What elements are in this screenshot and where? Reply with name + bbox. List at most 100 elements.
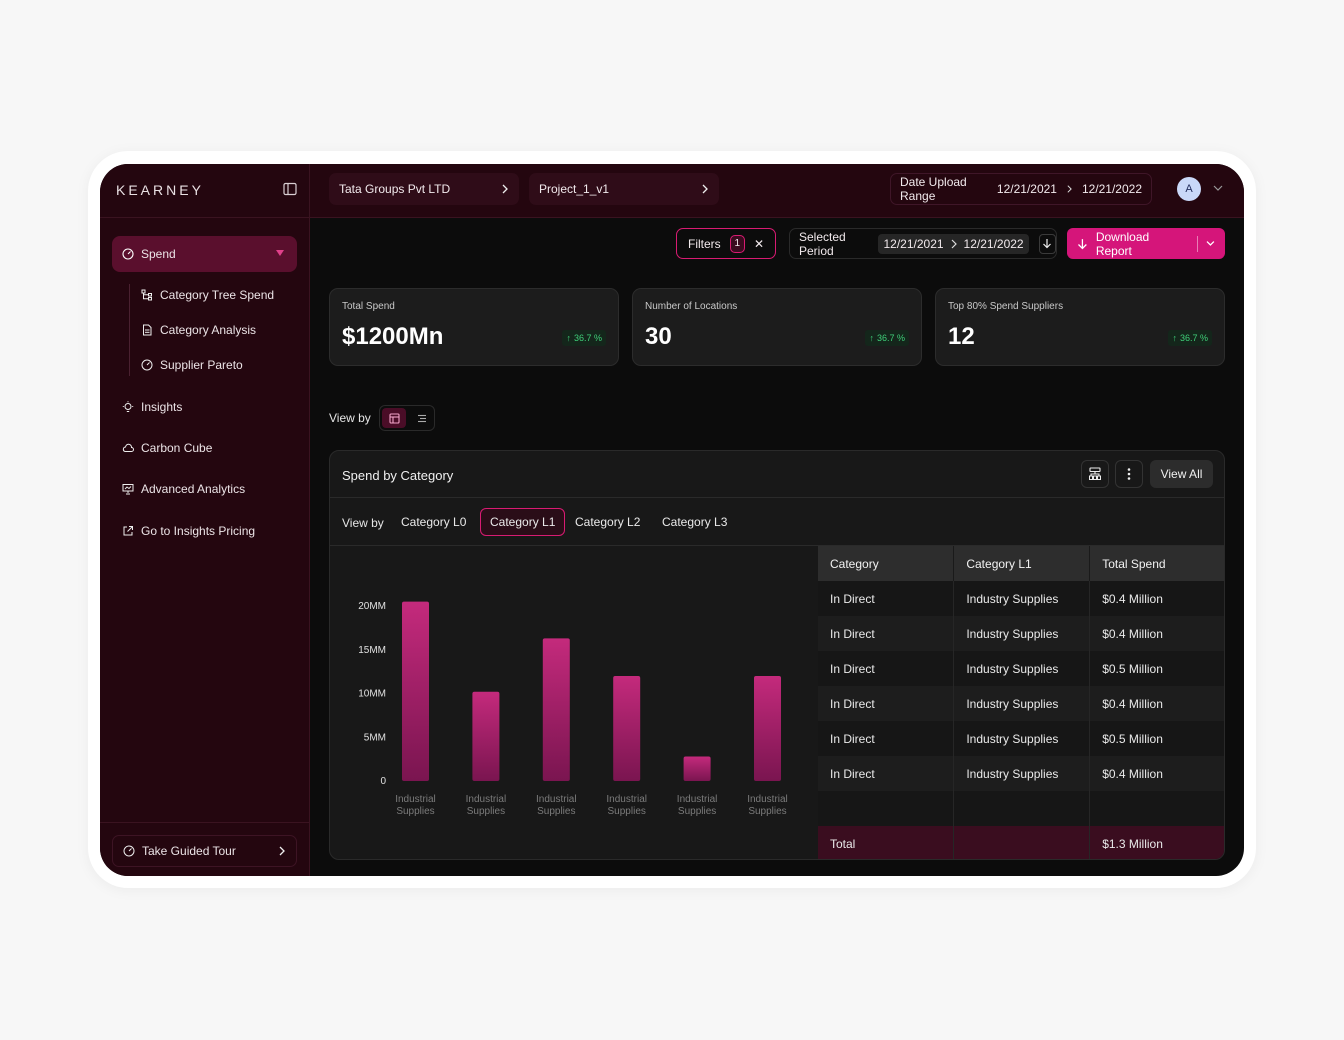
sidebar-item-supplier-pareto[interactable]: Supplier Pareto [141, 358, 243, 372]
table-row-empty [818, 791, 1224, 826]
table-row[interactable]: In Direct Industry Supplies $0.4 Million [818, 581, 1224, 616]
sidebar-item-insights-pricing[interactable]: Go to Insights Pricing [122, 522, 255, 540]
table-row[interactable]: In Direct Industry Supplies $0.4 Million [818, 756, 1224, 791]
table-view-button[interactable] [382, 408, 406, 428]
download-report-button[interactable]: Download Report [1067, 228, 1225, 259]
chevron-right-icon [1067, 185, 1072, 193]
x-tick-label: Industrial [395, 794, 436, 805]
lightbulb-icon [122, 401, 134, 412]
arrow-down-icon [1043, 239, 1052, 249]
chart-bar[interactable] [683, 756, 711, 782]
project-name: Project_1_v1 [539, 182, 610, 196]
chevron-right-icon [702, 184, 708, 194]
sidebar-item-label: Supplier Pareto [160, 358, 243, 372]
stat-card-locations: Number of Locations 30 ↑ 36.7 % [632, 288, 922, 366]
trend-badge: ↑ 36.7 % [562, 330, 606, 346]
column-header[interactable]: Category [818, 546, 955, 581]
divider [330, 497, 1224, 498]
stat-label: Total Spend [342, 301, 395, 312]
tab-category-l1[interactable]: Category L1 [480, 508, 566, 536]
hierarchy-button[interactable] [1081, 460, 1109, 488]
trend-badge: ↑ 36.7 % [865, 330, 909, 346]
arrow-up-icon: ↑ [1172, 333, 1177, 343]
tab-category-l0[interactable]: Category L0 [401, 515, 467, 529]
stat-label: Top 80% Spend Suppliers [948, 301, 1064, 312]
chevron-down-icon[interactable] [276, 250, 284, 256]
list-icon [418, 414, 426, 422]
sidebar-item-category-tree-spend[interactable]: Category Tree Spend [141, 288, 274, 302]
divider [330, 545, 1224, 546]
column-header[interactable]: Category L1 [953, 546, 1091, 581]
chart-bar[interactable] [754, 676, 781, 781]
table-row[interactable]: In Direct Industry Supplies $0.5 Million [818, 651, 1224, 686]
sidebar-item-label: Carbon Cube [141, 441, 213, 455]
table-row[interactable]: In Direct Industry Supplies $0.4 Million [818, 686, 1224, 721]
table-cell: Industry Supplies [953, 581, 1091, 616]
chevron-down-icon[interactable] [1213, 184, 1223, 192]
table-cell: $0.4 Million [1089, 616, 1224, 651]
sidebar-item-carbon-cube[interactable]: Carbon Cube [122, 439, 212, 457]
chevron-right-icon [279, 846, 285, 856]
sidebar-item-insights[interactable]: Insights [122, 398, 182, 416]
tree-connector [129, 284, 130, 376]
project-selector[interactable]: Project_1_v1 [529, 173, 719, 205]
total-label: Total [818, 826, 955, 859]
selected-period[interactable]: Selected Period 12/21/2021 12/21/2022 [789, 228, 1057, 259]
table-cell: Industry Supplies [953, 721, 1091, 756]
table-cell: In Direct [818, 616, 955, 651]
chart-bar[interactable] [542, 638, 570, 781]
table-total-row: Total $1.3 Million [818, 826, 1224, 859]
x-tick-label: Industrial [466, 794, 507, 805]
chevron-down-icon[interactable] [1206, 240, 1215, 247]
x-tick-label: Supplies [748, 806, 786, 817]
y-tick-label: 20MM [358, 601, 386, 612]
spend-table: Category Category L1 Total Spend In Dire… [818, 546, 1224, 859]
stat-label: Number of Locations [645, 301, 738, 312]
y-tick-label: 10MM [358, 689, 386, 700]
more-options-button[interactable] [1115, 460, 1143, 488]
tab-category-l3[interactable]: Category L3 [662, 515, 728, 529]
sidebar-item-category-analysis[interactable]: Category Analysis [141, 323, 256, 337]
sidebar-toggle-icon[interactable] [283, 182, 297, 196]
divider [1197, 235, 1199, 252]
kearney-logo: KEARNEY [116, 182, 204, 198]
view-by-label: View by [329, 411, 371, 425]
stat-value: $1200Mn [342, 323, 444, 350]
table-cell: In Direct [818, 581, 955, 616]
selected-period-label: Selected Period [799, 229, 846, 258]
table-cell: Industry Supplies [953, 686, 1091, 721]
view-all-button[interactable]: View All [1150, 460, 1213, 488]
sidebar-item-advanced-analytics[interactable]: Advanced Analytics [122, 480, 245, 498]
period-download-button[interactable] [1038, 233, 1056, 254]
chart-bar[interactable] [472, 691, 500, 781]
table-icon [388, 412, 400, 424]
sidebar-item-spend[interactable] [112, 236, 297, 272]
period-dates[interactable]: 12/21/2021 12/21/2022 [878, 233, 1029, 254]
arrow-down-icon [1078, 238, 1087, 249]
y-tick-label: 15MM [358, 645, 386, 656]
x-tick-label: Supplies [467, 806, 505, 817]
filters-button[interactable]: Filters 1 ✕ [676, 228, 776, 259]
guided-tour-button[interactable]: Take Guided Tour [112, 835, 297, 867]
table-row[interactable]: In Direct Industry Supplies $0.4 Million [818, 616, 1224, 651]
company-selector[interactable]: Tata Groups Pvt LTD [329, 173, 519, 205]
top-bar: Tata Groups Pvt LTD Project_1_v1 Date Up… [310, 164, 1244, 218]
avatar[interactable]: A [1177, 177, 1201, 201]
cloud-icon [122, 443, 134, 452]
date-upload-range[interactable]: Date Upload Range 12/21/2021 12/21/2022 [890, 173, 1152, 205]
company-name: Tata Groups Pvt LTD [339, 182, 451, 196]
tab-category-l2[interactable]: Category L2 [575, 515, 641, 529]
x-tick-label: Industrial [747, 794, 788, 805]
close-icon[interactable]: ✕ [753, 236, 764, 251]
download-report-label: Download Report [1095, 229, 1150, 258]
x-tick-label: Supplies [608, 806, 646, 817]
external-link-icon [123, 526, 133, 536]
sidebar-item-spend-content[interactable]: Spend [122, 245, 176, 263]
x-tick-label: Industrial [677, 794, 718, 805]
table-row[interactable]: In Direct Industry Supplies $0.5 Million [818, 721, 1224, 756]
stat-value: 30 [645, 323, 672, 350]
column-header[interactable]: Total Spend [1089, 546, 1224, 581]
chart-bar[interactable] [613, 676, 641, 781]
list-view-button[interactable] [410, 408, 434, 428]
chart-bar[interactable] [402, 601, 429, 781]
